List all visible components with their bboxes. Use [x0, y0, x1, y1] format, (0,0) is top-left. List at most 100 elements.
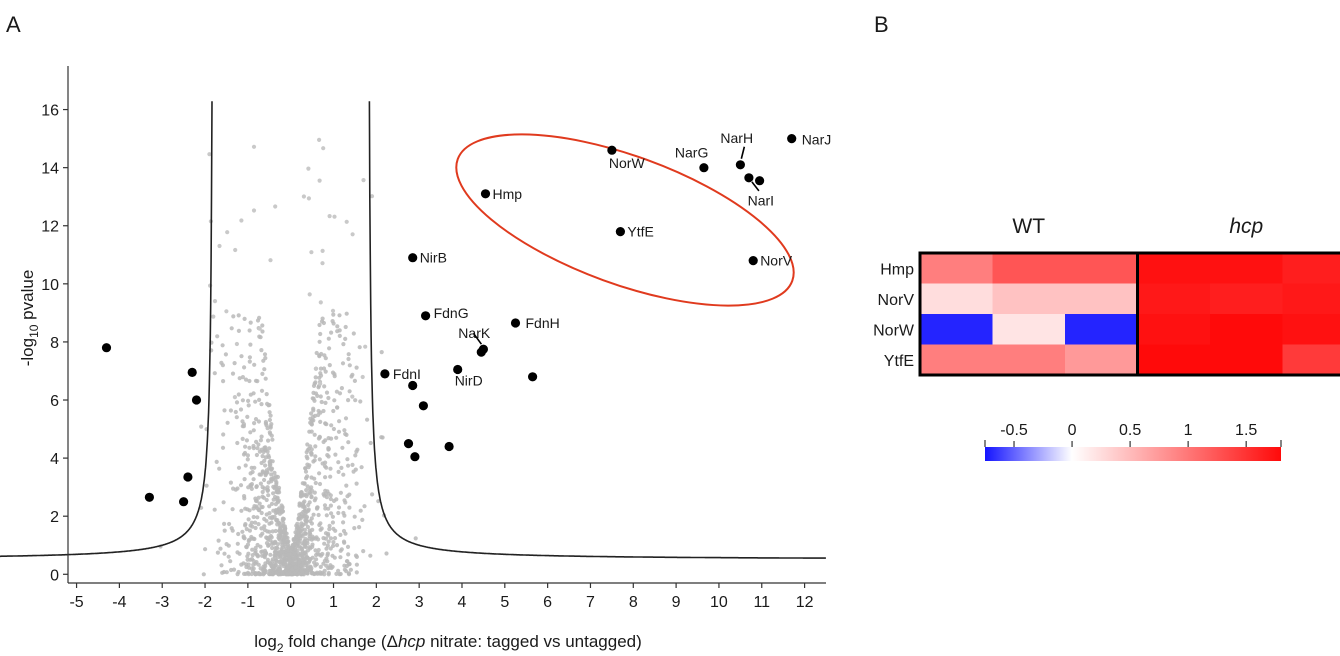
background-point	[289, 546, 294, 551]
leader-nari	[751, 181, 760, 192]
background-point	[234, 400, 240, 405]
background-point	[277, 529, 283, 534]
background-point	[248, 392, 253, 397]
x-tick-label: 1	[329, 594, 338, 611]
background-point	[275, 490, 280, 495]
background-point	[230, 507, 235, 512]
background-point	[308, 532, 313, 537]
background-point	[317, 353, 322, 358]
background-point	[261, 572, 266, 577]
background-point	[225, 230, 230, 235]
background-point	[224, 542, 229, 547]
background-point	[313, 375, 318, 380]
panel-letter-b: B	[874, 12, 889, 37]
background-point	[332, 555, 337, 560]
background-points	[158, 137, 418, 577]
background-point	[222, 521, 227, 527]
background-point	[337, 333, 342, 338]
background-point	[267, 510, 272, 516]
background-point	[337, 391, 343, 396]
background-point	[318, 564, 323, 570]
background-point	[333, 452, 338, 457]
background-point	[220, 343, 225, 348]
background-point	[303, 469, 309, 474]
background-point	[334, 571, 339, 577]
background-point	[346, 356, 351, 362]
background-point	[332, 372, 337, 377]
background-point	[282, 555, 287, 560]
x-tick-label: -4	[112, 594, 126, 611]
background-point	[248, 430, 253, 435]
background-point	[326, 506, 331, 511]
point-norw	[607, 145, 617, 155]
heatmap-cell	[992, 253, 1066, 285]
background-point	[322, 568, 327, 574]
label-narg: NarG	[675, 145, 708, 161]
x-tick-label: 11	[753, 594, 770, 611]
heatmap-cell	[1210, 283, 1284, 315]
background-point	[253, 498, 259, 503]
y-tick-label: 0	[50, 567, 59, 584]
background-point	[352, 378, 357, 383]
point-fdni	[380, 369, 390, 379]
background-point	[251, 428, 256, 433]
background-point	[268, 568, 273, 573]
highlight-point	[410, 452, 420, 462]
background-point	[265, 487, 270, 493]
background-point	[326, 572, 331, 577]
background-point	[331, 540, 336, 545]
background-point	[300, 569, 305, 574]
background-point	[240, 375, 245, 380]
background-point	[306, 166, 311, 171]
colorbar-tick-label: -0.5	[1000, 422, 1028, 439]
background-point	[251, 562, 256, 567]
background-point	[253, 399, 258, 404]
heatmap-row-label-ytfe: YtfE	[884, 353, 914, 370]
background-point	[338, 532, 343, 538]
background-point	[239, 354, 244, 359]
point-hmp	[480, 189, 491, 199]
background-point	[318, 371, 323, 376]
background-point	[263, 561, 268, 566]
background-point	[240, 436, 245, 441]
background-point	[308, 546, 313, 551]
background-point	[361, 178, 366, 183]
heatmap-row-label-hmp: Hmp	[880, 261, 914, 278]
background-point	[286, 552, 291, 557]
background-point	[318, 410, 323, 415]
background-point	[357, 345, 362, 350]
colorbar	[985, 447, 1281, 461]
background-point	[303, 466, 308, 471]
background-point	[351, 331, 356, 336]
background-point	[249, 520, 254, 525]
background-point	[330, 319, 335, 324]
background-point	[384, 551, 389, 556]
background-point	[304, 450, 309, 455]
background-point	[247, 355, 252, 360]
background-point	[257, 449, 262, 454]
background-point	[317, 322, 322, 328]
background-point	[341, 510, 346, 516]
background-point	[255, 379, 260, 384]
background-point	[286, 564, 291, 570]
background-point	[260, 470, 265, 475]
background-point	[269, 433, 274, 438]
heatmap-cell	[1282, 344, 1340, 376]
heatmap-cell	[920, 344, 994, 376]
background-point	[267, 417, 272, 423]
background-point	[247, 378, 252, 384]
background-point	[239, 562, 244, 567]
background-point	[379, 350, 384, 355]
label-hmp: Hmp	[493, 186, 523, 202]
highlight-point	[187, 367, 197, 377]
background-point	[248, 320, 253, 325]
background-point	[308, 567, 313, 572]
label-narj: NarJ	[802, 132, 832, 148]
background-point	[245, 554, 250, 559]
background-point	[318, 331, 323, 337]
background-point	[201, 572, 206, 577]
background-point	[335, 329, 340, 334]
background-point	[251, 144, 257, 149]
highlight-point	[191, 395, 202, 405]
